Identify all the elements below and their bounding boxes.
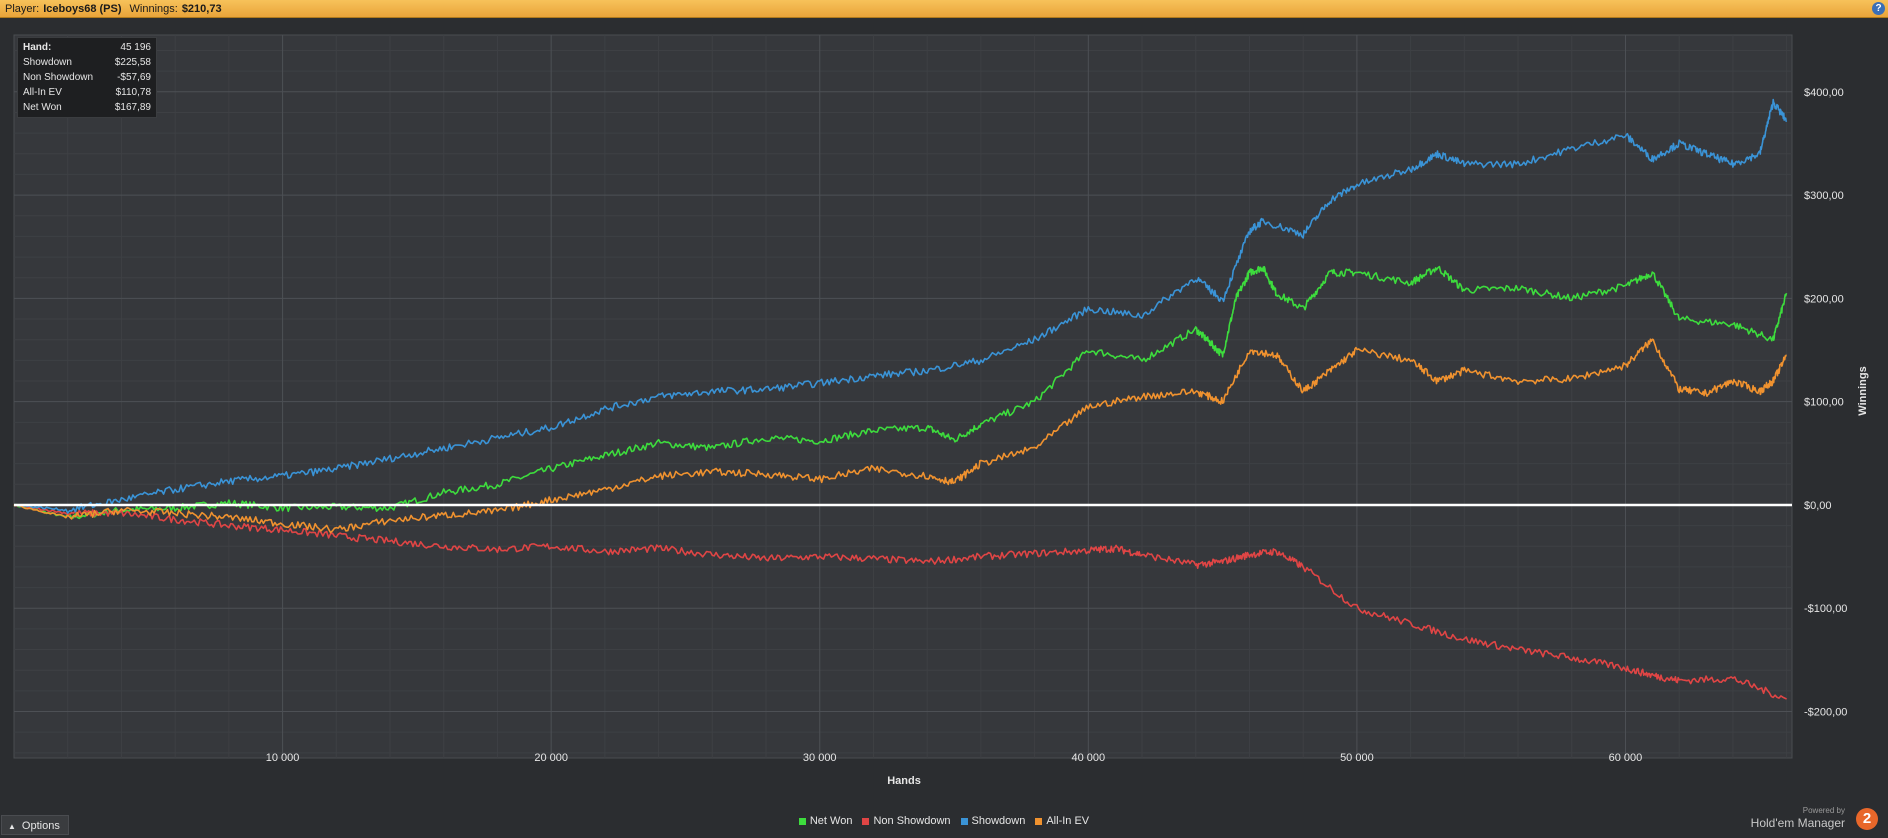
stat-row: Hand: 45 196 <box>18 40 156 55</box>
series-line-non-showdown <box>13 503 1787 700</box>
winnings-chart: 10 000 20 000 30 000 40 000 50 000 60 000 -$2… <box>13 34 1869 787</box>
stat-label: Hand: <box>23 42 52 53</box>
stat-value: $225,58 <box>114 57 151 68</box>
legend-label: Net Won <box>809 815 853 827</box>
x-tick-label: 20 000 <box>534 752 568 764</box>
stat-row: Non Showdown -$57,69 <box>18 70 156 85</box>
winnings-value: $210,73 <box>181 3 222 15</box>
legend-item[interactable]: All-In EV <box>1035 815 1089 827</box>
legend-swatch-icon <box>960 817 968 825</box>
stat-label: Net Won <box>23 102 62 113</box>
brand-logo-icon: 2 <box>1856 808 1878 830</box>
legend: Net Won Non Showdown Showdown All-In EV <box>0 815 1888 827</box>
stat-value: $167,89 <box>114 102 151 113</box>
x-tick-label: 30 000 <box>803 752 837 764</box>
grid <box>14 35 1792 758</box>
plot-area <box>13 34 1793 759</box>
y-tick-label: $200,00 <box>1804 293 1844 305</box>
x-tick-label: 40 000 <box>1071 752 1105 764</box>
y-tick-label: $400,00 <box>1804 87 1844 99</box>
y-tick-labels: -$200,00 -$100,00 $0,00 $100,00 $200,00 $300,… <box>1804 87 1847 719</box>
y-tick-label: -$200,00 <box>1804 707 1847 719</box>
series-line-all-in-ev <box>13 338 1787 534</box>
legend-item[interactable]: Net Won <box>798 815 853 827</box>
title-bar: Player: Iceboys68 (PS) Winnings: $210,73 ? <box>0 0 1888 18</box>
y-tick-label: $0,00 <box>1804 500 1832 512</box>
y-tick-label: $300,00 <box>1804 190 1844 202</box>
y-tick-label: -$100,00 <box>1804 603 1847 615</box>
series-layer <box>13 98 1792 700</box>
series-line-showdown <box>13 98 1788 514</box>
powered-by-text: Powered by <box>1802 806 1845 815</box>
options-label: Options <box>21 820 60 832</box>
stats-box: Hand: 45 196 Showdown $225,58 Non Showdown -$… <box>17 37 157 118</box>
stat-row: Net Won $167,89 <box>18 100 156 115</box>
stat-value: -$57,69 <box>117 72 151 83</box>
x-tick-label: 10 000 <box>266 752 300 764</box>
options-button[interactable]: ▲ Options <box>1 815 69 835</box>
player-label: Player: <box>5 3 40 15</box>
series-line-net-won <box>13 265 1788 520</box>
x-tick-label: 60 000 <box>1609 752 1643 764</box>
stat-row: All-In EV $110,78 <box>18 85 156 100</box>
x-axis-label: Hands <box>887 775 921 787</box>
y-axis-label: Winnings <box>1857 366 1869 415</box>
legend-label: Showdown <box>971 815 1026 827</box>
winnings-label: Winnings: <box>129 3 178 15</box>
legend-swatch-icon <box>862 817 870 825</box>
legend-item[interactable]: Non Showdown <box>862 815 951 827</box>
legend-swatch-icon <box>1035 817 1043 825</box>
stat-value: 45 196 <box>120 42 151 53</box>
legend-label: Non Showdown <box>873 815 951 827</box>
stat-label: Showdown <box>23 57 72 68</box>
y-tick-label: $100,00 <box>1804 397 1844 409</box>
stat-label: All-In EV <box>23 87 62 98</box>
x-tick-label: 50 000 <box>1340 752 1374 764</box>
legend-swatch-icon <box>798 817 806 825</box>
stat-value: $110,78 <box>115 87 151 98</box>
legend-label: All-In EV <box>1046 815 1090 827</box>
caret-up-icon: ▲ <box>8 822 16 831</box>
player-name: Iceboys68 (PS) <box>43 3 122 15</box>
help-icon[interactable]: ? <box>1872 2 1885 15</box>
brand-name: Hold'em Manager <box>1750 816 1845 830</box>
brand: Powered by Hold'em Manager 2 <box>1732 804 1882 836</box>
stat-row: Showdown $225,58 <box>18 55 156 70</box>
stat-label: Non Showdown <box>23 72 94 83</box>
x-tick-labels: 10 000 20 000 30 000 40 000 50 000 60 000 <box>266 752 1643 764</box>
legend-item[interactable]: Showdown <box>960 815 1026 827</box>
